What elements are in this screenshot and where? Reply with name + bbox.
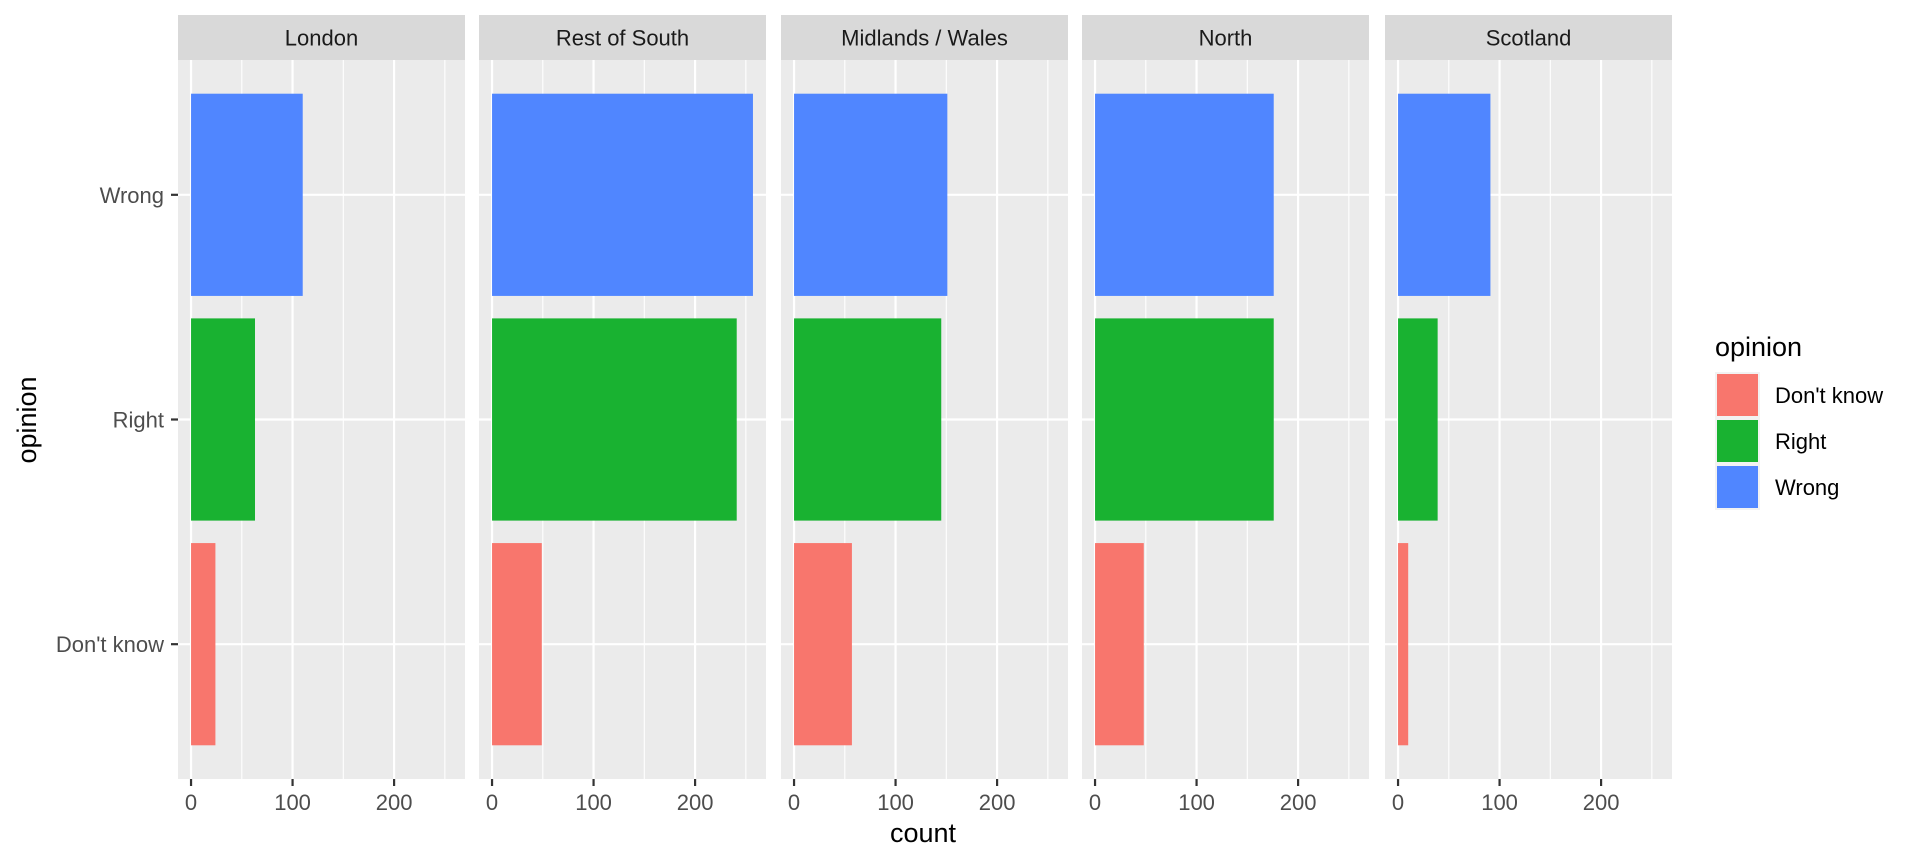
x-tick-label: 0 [1392, 790, 1404, 815]
facet-panel-midlands-wales: Midlands / Wales 0 100 200 [781, 15, 1068, 815]
facet-strip-label: Rest of South [556, 26, 689, 51]
x-tick-label: 200 [677, 790, 714, 815]
facet-strip [781, 15, 1068, 60]
bar-scotland-right [1398, 318, 1438, 521]
facet-panel-london: London 0 100 200 [178, 15, 465, 815]
facet-strip-label: Midlands / Wales [841, 26, 1008, 51]
facet-strip-label: North [1199, 26, 1253, 51]
bar-midlands-wales-don-t-know [794, 543, 852, 746]
legend-item-don-t-know: Don't know [1715, 372, 1883, 418]
legend-swatch [1717, 420, 1758, 462]
facet-strip [178, 15, 465, 60]
legend-item-wrong: Wrong [1715, 464, 1839, 510]
facet-strip [1385, 15, 1672, 60]
facet-strip-label: London [285, 26, 358, 51]
bar-london-wrong [191, 93, 303, 296]
bar-rest-of-south-right [492, 318, 737, 521]
bar-london-right [191, 318, 256, 521]
x-tick-label: 100 [1481, 790, 1518, 815]
y-tick-label-wrong: Wrong [100, 183, 164, 208]
legend-item-right: Right [1715, 418, 1826, 464]
facet-panel-north: North 0 100 200 [1082, 15, 1369, 815]
x-tick-label: 100 [575, 790, 612, 815]
facet-panel-rest-of-south: Rest of South 0 100 200 [479, 15, 766, 815]
bar-north-right [1095, 318, 1274, 521]
legend: opinion Don't know Right Wrong [1715, 332, 1883, 510]
x-tick-label: 0 [1089, 790, 1101, 815]
x-axis-title: count [890, 818, 957, 848]
x-tick-label: 200 [1583, 790, 1620, 815]
facet-strip [479, 15, 766, 60]
x-tick-label: 100 [274, 790, 311, 815]
y-tick-label-don-t-know: Don't know [56, 632, 164, 657]
bar-midlands-wales-wrong [794, 93, 948, 296]
x-tick-label: 0 [185, 790, 197, 815]
bar-scotland-wrong [1398, 93, 1491, 296]
bar-scotland-don-t-know [1398, 543, 1409, 746]
bar-london-don-t-know [191, 543, 216, 746]
legend-swatch [1717, 466, 1758, 508]
bar-rest-of-south-don-t-know [492, 543, 542, 746]
legend-label: Right [1775, 429, 1826, 454]
y-axis: Don't know Right Wrong [56, 183, 178, 657]
y-axis-title: opinion [12, 376, 42, 463]
x-tick-label: 0 [788, 790, 800, 815]
legend-title: opinion [1715, 332, 1802, 362]
y-tick-label-right: Right [113, 408, 164, 433]
legend-label: Wrong [1775, 475, 1839, 500]
bar-rest-of-south-wrong [492, 93, 753, 296]
x-tick-label: 200 [979, 790, 1016, 815]
bar-north-wrong [1095, 93, 1274, 296]
facet-strip [1082, 15, 1369, 60]
legend-swatch [1717, 374, 1758, 416]
x-tick-label: 0 [486, 790, 498, 815]
bar-north-don-t-know [1095, 543, 1144, 746]
x-tick-label: 200 [1280, 790, 1317, 815]
legend-label: Don't know [1775, 383, 1883, 408]
bar-midlands-wales-right [794, 318, 942, 521]
x-tick-label: 100 [877, 790, 914, 815]
facet-panel-scotland: Scotland 0 100 200 [1385, 15, 1672, 815]
x-tick-label: 200 [376, 790, 413, 815]
facet-strip-label: Scotland [1486, 26, 1572, 51]
x-tick-label: 100 [1178, 790, 1215, 815]
